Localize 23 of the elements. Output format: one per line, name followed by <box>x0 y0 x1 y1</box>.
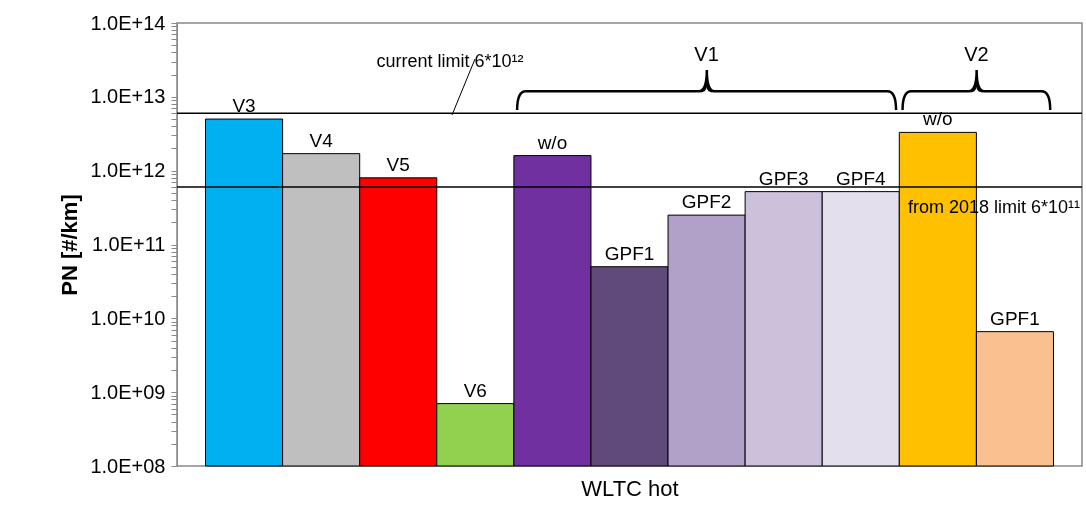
y-tick-label: 1.0E+09 <box>90 380 166 403</box>
x-tick-label: V3 <box>232 95 256 117</box>
x-axis-title: WLTC hot <box>581 475 679 501</box>
x-tick-label: V4 <box>309 129 334 151</box>
x-tick-label: GPF2 <box>681 191 732 213</box>
y-tick-label: 1.0E+11 <box>91 233 166 255</box>
y-tick-label: 1.0E+08 <box>90 454 166 477</box>
y-axis-title: PN [#/km] <box>57 194 83 296</box>
x-tick-label: V5 <box>386 153 410 175</box>
x-tick-label: GPF3 <box>758 167 809 189</box>
x-tick-label: GPF1 <box>604 242 655 264</box>
y-tick-label: 1.0E+10 <box>90 306 166 329</box>
y-tick-label: 1.0E+14 <box>90 11 166 34</box>
x-tick-label: V6 <box>463 379 487 401</box>
x-tick-label: w/o <box>536 131 568 153</box>
y-tick-label: 1.0E+12 <box>90 159 166 182</box>
annotation: V2 <box>964 43 989 65</box>
x-tick-label: w/o <box>922 108 953 130</box>
ref-line-label: current limit 6*10¹² <box>376 51 524 72</box>
annotation: V1 <box>694 43 719 65</box>
y-tick-label: 1.0E+13 <box>90 85 166 108</box>
x-tick-label: GPF4 <box>835 167 887 189</box>
x-tick-label: GPF1 <box>990 307 1040 329</box>
